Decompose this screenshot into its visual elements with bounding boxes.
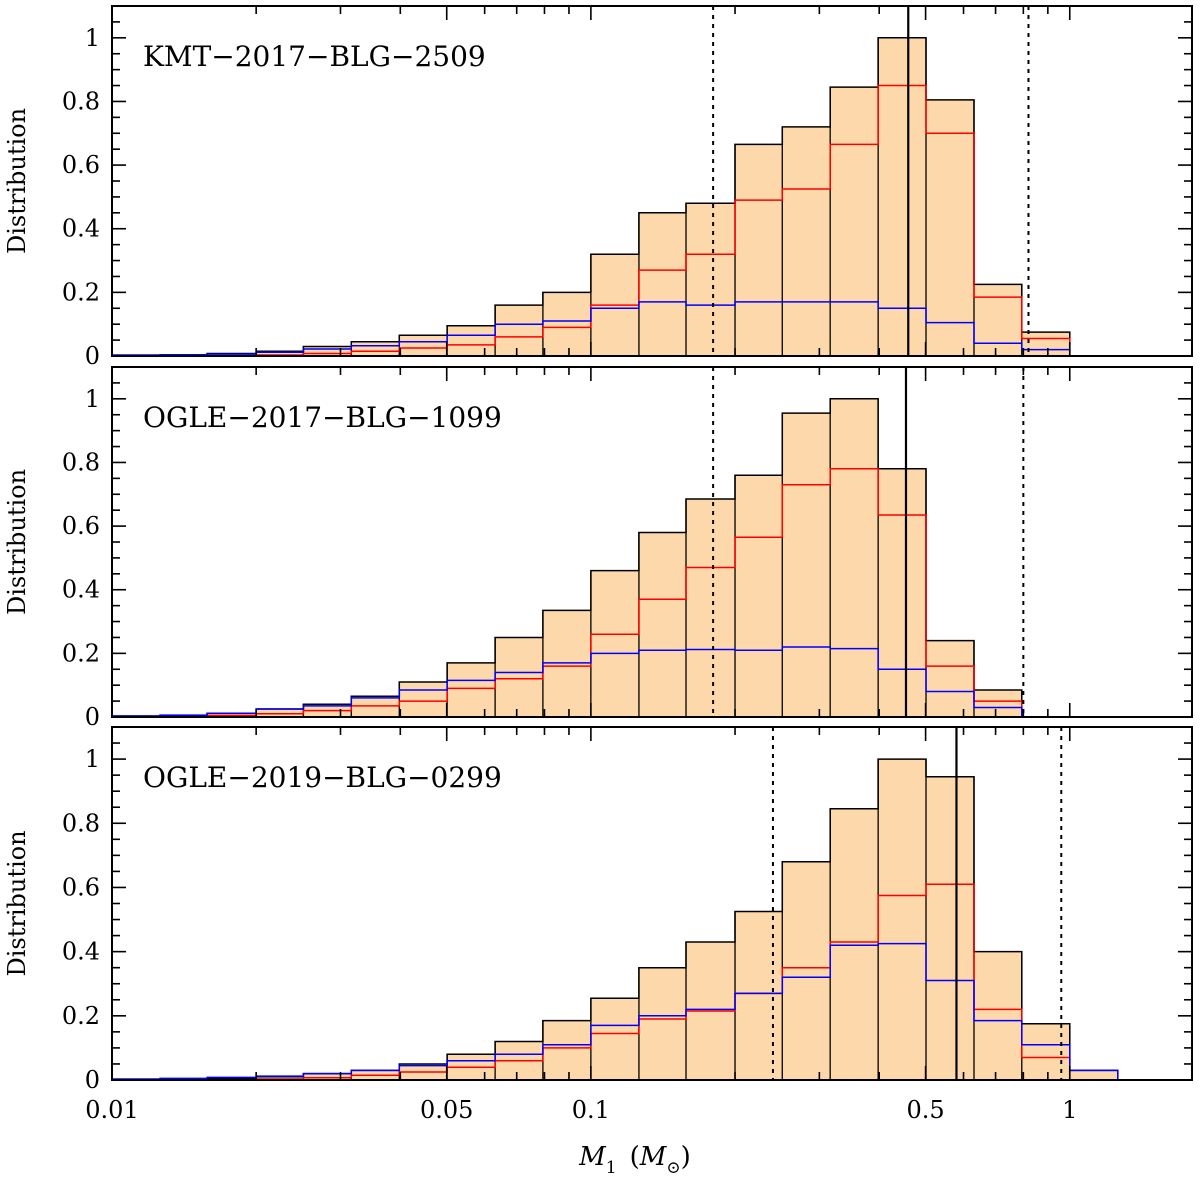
x-label-subscript: 1 [606,1158,617,1177]
y-tick-label: 0.4 [62,938,100,966]
y-tick-label: 0.6 [62,512,100,540]
x-tick-label: 0.5 [907,1096,945,1124]
x-label-paren-close: ) [681,1142,691,1172]
x-label-paren-open: ( [617,1142,640,1172]
total-fill [112,759,1165,1080]
x-axis-label: M1 (M⊙) [578,1142,691,1177]
x-tick-label: 0.1 [572,1096,610,1124]
y-tick-label: 0.4 [62,576,100,604]
panel-title: KMT−2017−BLG−2509 [143,40,486,73]
panel-1: 0 0.2 0.4 0.6 0.8 1 Distribution KMT−2017−BLG−2… [3,5,1193,370]
y-tick-label: 1 [85,385,100,413]
y-axis-label: Distribution [3,830,31,976]
panel-3: 0 0.2 0.4 0.6 0.8 1 Distribution OGLE−2019−BLG−… [3,726,1193,1094]
x-tick-label: 0.01 [85,1096,138,1124]
y-tick-label: 0.6 [62,151,100,179]
y-tick-label: 0.2 [62,1002,100,1030]
x-label-unit-symbol: ⊙ [666,1158,680,1177]
y-tick-label: 1 [85,24,100,52]
y-tick-label: 0.8 [62,809,100,837]
bulge-histogram [112,646,1165,718]
y-tick-label: 0 [85,703,100,731]
y-tick-label: 0 [85,1066,100,1094]
x-label-symbol: M [578,1142,607,1172]
total-fill [112,398,1165,717]
panels: 0 0.2 0.4 0.6 0.8 1 Distribution KMT−2017−BLG−2… [3,5,1193,1124]
y-tick-label: 1 [85,745,100,773]
x-label-unit: M [639,1142,668,1172]
y-tick-label: 0 [85,342,100,370]
y-tick-label: 0.4 [62,215,100,243]
y-tick-label: 0.8 [62,448,100,476]
y-tick-label: 0.2 [62,639,100,667]
disk-histogram [112,84,1165,357]
panel-2: 0 0.2 0.4 0.6 0.8 1 Distribution OGLE−2017−BLG−… [3,366,1193,731]
total-fill [112,37,1165,357]
x-tick-label: 0.05 [420,1096,473,1124]
y-axis-label: Distribution [3,469,31,615]
disk-histogram [112,468,1165,718]
panel-title: OGLE−2019−BLG−0299 [143,761,502,794]
y-tick-label: 0.8 [62,87,100,115]
y-tick-label: 0.6 [62,873,100,901]
y-tick-label: 0.2 [62,278,100,306]
bulge-histogram [112,301,1165,357]
x-tick-label: 1 [1062,1096,1077,1124]
panel-title: OGLE−2017−BLG−1099 [143,401,502,434]
y-axis-label: Distribution [3,108,31,254]
bulge-histogram [112,942,1165,1081]
